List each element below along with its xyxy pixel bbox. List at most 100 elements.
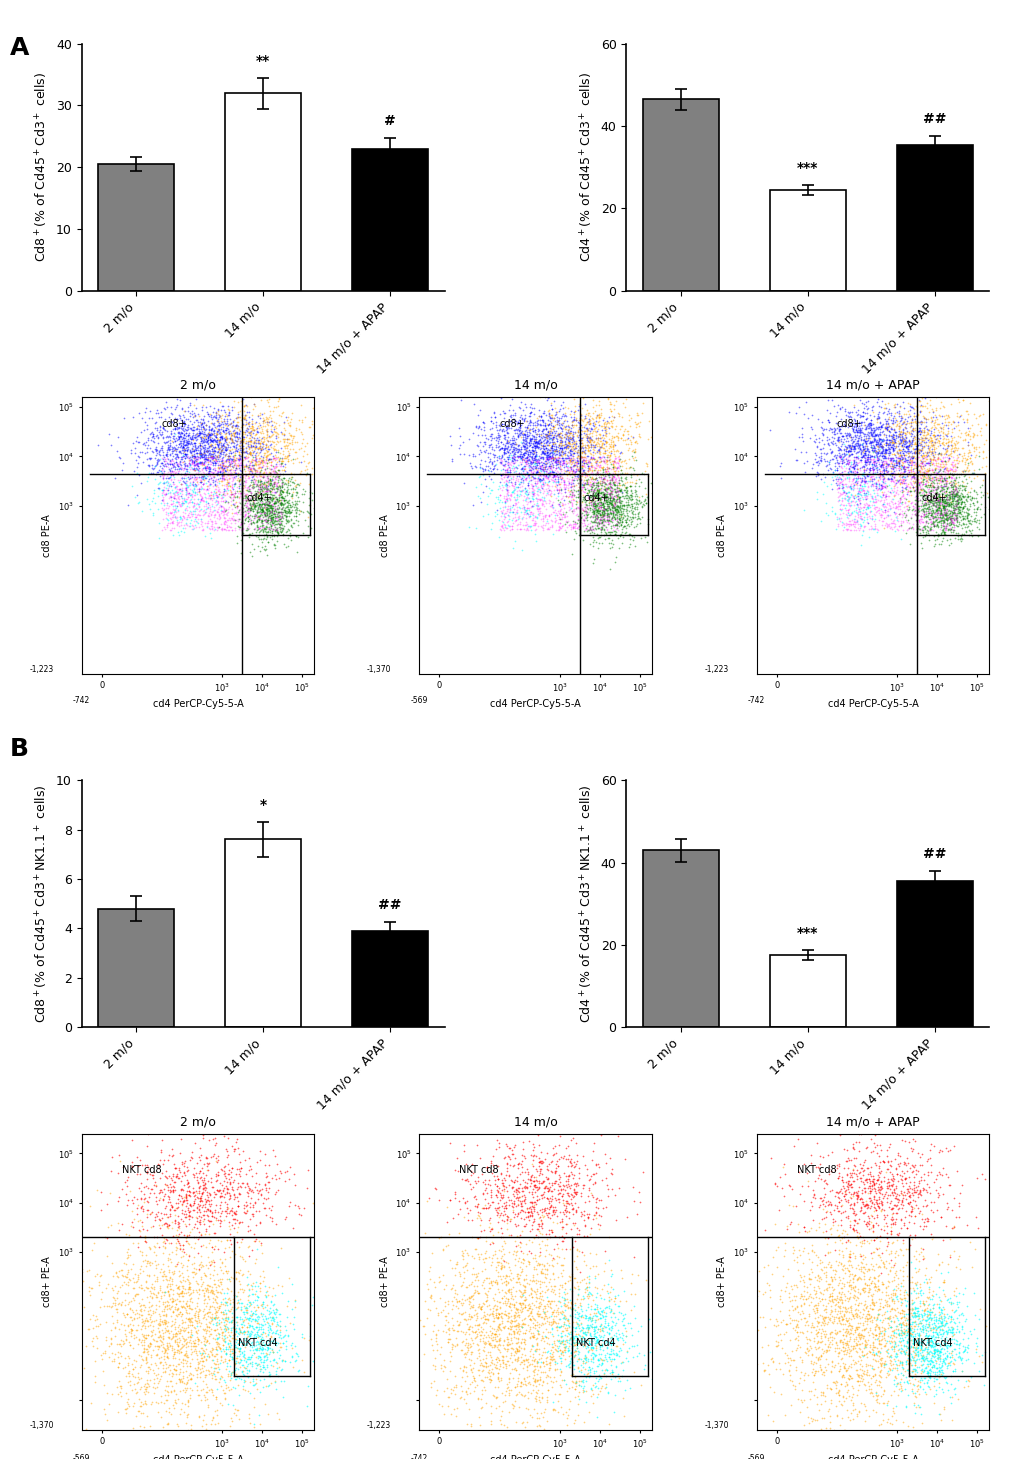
Point: [142, 1237, 158, 1261]
Point: [611, 486, 628, 509]
Point: [604, 454, 621, 477]
Point: [609, 509, 626, 533]
Point: [210, 432, 226, 455]
Point: [555, 1281, 572, 1304]
Point: [586, 1172, 602, 1195]
Point: [259, 388, 275, 411]
Point: [566, 409, 582, 432]
Point: [601, 492, 618, 515]
Point: [494, 1348, 511, 1371]
Point: [914, 394, 930, 417]
Point: [915, 430, 931, 454]
Point: [275, 524, 291, 547]
Point: [149, 1231, 165, 1255]
Point: [239, 1288, 256, 1312]
Point: [519, 452, 535, 476]
Point: [611, 524, 628, 547]
Point: [546, 1358, 562, 1382]
Point: [820, 1192, 837, 1215]
Point: [529, 471, 545, 495]
Point: [564, 484, 580, 508]
Point: [903, 1199, 919, 1223]
Point: [924, 512, 941, 535]
Point: [271, 490, 287, 514]
Point: [284, 471, 301, 495]
Point: [564, 1320, 580, 1344]
Point: [551, 1347, 568, 1370]
Point: [943, 433, 959, 457]
Point: [937, 486, 954, 509]
Point: [893, 1192, 909, 1215]
Point: [266, 1348, 282, 1371]
Point: [890, 515, 906, 538]
Point: [143, 1345, 159, 1369]
Point: [953, 516, 969, 540]
Point: [830, 1341, 847, 1364]
Point: [609, 480, 626, 503]
Point: [893, 404, 909, 427]
Point: [227, 1328, 244, 1351]
Point: [893, 449, 909, 473]
Point: [201, 473, 217, 496]
Point: [231, 430, 248, 454]
Point: [892, 1420, 908, 1443]
Point: [529, 477, 545, 500]
Point: [211, 465, 227, 489]
Point: [529, 435, 545, 458]
Point: [841, 1186, 857, 1210]
Point: [532, 458, 548, 481]
Point: [204, 1342, 220, 1366]
Point: [899, 1307, 915, 1331]
Point: [906, 486, 922, 509]
Point: [497, 468, 514, 492]
Point: [618, 465, 634, 489]
Point: [803, 414, 819, 438]
Point: [137, 1296, 153, 1319]
Point: [166, 480, 182, 503]
Point: [219, 476, 235, 499]
Point: [911, 400, 927, 423]
Point: [894, 455, 910, 479]
Point: [213, 1210, 229, 1233]
Point: [299, 442, 315, 465]
Point: [227, 1199, 244, 1223]
Point: [177, 433, 194, 457]
Point: [943, 429, 959, 452]
Point: [916, 487, 932, 511]
Point: [511, 439, 527, 463]
Point: [157, 1196, 173, 1220]
Point: [573, 464, 589, 487]
Point: [823, 1284, 840, 1307]
Point: [935, 495, 952, 518]
Point: [499, 436, 516, 460]
Point: [950, 1245, 966, 1268]
Point: [276, 465, 292, 489]
Point: [787, 1288, 803, 1312]
Point: [603, 506, 620, 530]
Point: [277, 404, 293, 427]
Point: [467, 1193, 483, 1217]
Point: [268, 509, 284, 533]
Point: [843, 1164, 859, 1188]
Point: [609, 484, 626, 508]
Point: [530, 1269, 546, 1293]
Point: [899, 1347, 915, 1370]
Point: [239, 496, 256, 519]
Point: [850, 441, 866, 464]
Point: [97, 1402, 113, 1425]
Point: [926, 1307, 943, 1331]
Point: [637, 487, 653, 511]
Point: [520, 404, 536, 427]
Point: [177, 502, 194, 525]
Point: [589, 461, 605, 484]
Point: [113, 1374, 129, 1398]
Point: [406, 1310, 422, 1334]
Point: [944, 483, 960, 506]
Point: [182, 1361, 199, 1385]
Point: [818, 1291, 835, 1315]
Point: [533, 1262, 549, 1285]
Point: [179, 1402, 196, 1425]
Point: [851, 438, 867, 461]
Point: [842, 486, 858, 509]
Point: [518, 430, 534, 454]
